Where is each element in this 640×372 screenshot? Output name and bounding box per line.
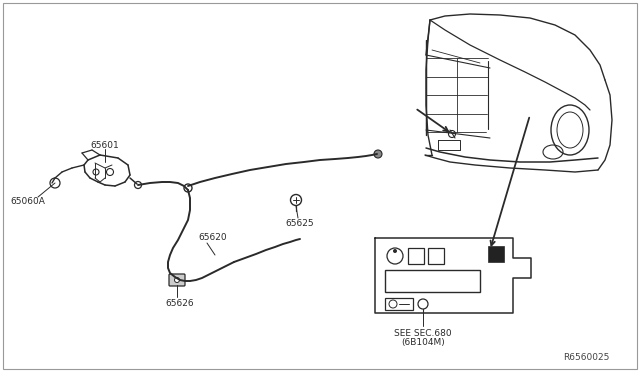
- Bar: [408, 248, 424, 264]
- FancyBboxPatch shape: [169, 274, 185, 286]
- Circle shape: [393, 249, 397, 253]
- Bar: [385, 298, 413, 310]
- Circle shape: [374, 150, 382, 158]
- Text: SEE SEC.680: SEE SEC.680: [394, 328, 452, 337]
- Text: 65060A: 65060A: [11, 198, 45, 206]
- Bar: [428, 248, 444, 264]
- Text: 65601: 65601: [91, 141, 120, 151]
- Text: R6560025: R6560025: [564, 353, 610, 362]
- Text: 65626: 65626: [166, 298, 195, 308]
- Text: 65625: 65625: [285, 219, 314, 228]
- Circle shape: [184, 184, 192, 192]
- Bar: [488, 246, 504, 262]
- Text: 65620: 65620: [198, 234, 227, 243]
- Text: (6B104M): (6B104M): [401, 339, 445, 347]
- Bar: [385, 270, 480, 292]
- Circle shape: [175, 278, 179, 282]
